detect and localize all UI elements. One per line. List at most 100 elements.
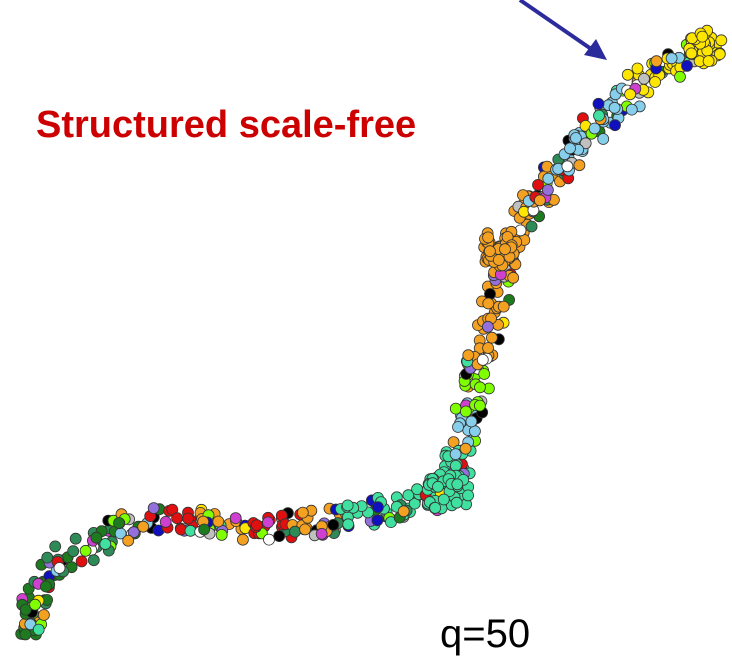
graph-node (621, 68, 634, 81)
graph-node (215, 529, 228, 541)
graph-node (465, 415, 478, 428)
graph-node (432, 480, 444, 493)
graph-node (262, 516, 274, 529)
graph-node (53, 562, 66, 574)
graph-node (212, 515, 225, 528)
graph-node (182, 512, 194, 525)
graph-node (397, 505, 410, 518)
graph-node (482, 231, 495, 244)
graph-node (713, 48, 726, 60)
graph-node (250, 519, 263, 532)
graph-node (147, 502, 160, 515)
graph-node (609, 119, 621, 132)
graph-node (497, 300, 510, 313)
graph-node (481, 320, 494, 333)
graph-node (451, 478, 464, 491)
graph-node (564, 142, 576, 155)
graph-node (624, 88, 636, 101)
graph-node (437, 493, 450, 506)
network-nodes (15, 24, 728, 641)
graph-node (137, 520, 150, 533)
graph-node (462, 489, 475, 502)
graph-node (474, 381, 486, 394)
graph-node (478, 368, 491, 380)
graph-node (79, 544, 92, 557)
graph-node (631, 62, 644, 75)
graph-node (485, 331, 498, 344)
graph-node (198, 523, 211, 536)
graph-node (561, 160, 574, 173)
graph-node (41, 551, 54, 564)
q-parameter-label: q=50 (440, 612, 531, 656)
graph-node (597, 133, 610, 145)
graph-node (459, 442, 472, 455)
graph-node (593, 109, 605, 122)
graph-node (75, 555, 88, 568)
graph-node (371, 501, 384, 514)
graph-node (452, 421, 464, 433)
graph-node (482, 297, 495, 310)
graph-node (159, 516, 172, 528)
graph-node (263, 533, 275, 546)
graph-node (449, 402, 462, 415)
graph-node (429, 501, 442, 514)
graph-node (450, 496, 463, 509)
graph-node (638, 72, 650, 85)
graph-node (236, 533, 249, 546)
graph-node (19, 628, 32, 641)
graph-node (592, 97, 605, 110)
graph-node (649, 76, 661, 88)
graph-node (608, 101, 621, 114)
graph-node (492, 254, 505, 266)
graph-node (113, 517, 125, 529)
graph-node (482, 342, 495, 354)
graph-node (127, 526, 140, 539)
graph-node (32, 623, 45, 636)
graph-node (685, 47, 698, 60)
graph-node (122, 534, 135, 547)
graph-node (542, 184, 554, 196)
graph-node (650, 55, 663, 68)
graph-node (570, 132, 582, 144)
graph-node (40, 580, 52, 593)
graph-node (327, 519, 340, 531)
graph-node (24, 618, 37, 631)
graph-node (483, 245, 496, 258)
graph-node (579, 137, 592, 150)
graph-node (625, 103, 638, 116)
graph-node (341, 499, 354, 512)
graph-node (87, 554, 100, 567)
graph-node (299, 523, 312, 536)
graph-node (273, 530, 286, 542)
graph-node (19, 603, 32, 616)
graph-node (449, 448, 462, 461)
figure-title: Structured scale-free (36, 104, 417, 146)
graph-node (459, 405, 472, 418)
graph-node (49, 540, 62, 553)
graph-node (289, 525, 301, 538)
pointer-arrow (518, 0, 607, 60)
graph-node (184, 524, 197, 537)
graph-node (315, 528, 328, 540)
graph-node (476, 353, 489, 366)
graph-node (462, 349, 475, 362)
graph-node (90, 531, 103, 544)
graph-node (38, 609, 50, 621)
graph-node (534, 194, 546, 207)
graph-node (69, 532, 82, 545)
graph-node (702, 55, 715, 67)
graph-node (542, 172, 555, 185)
graph-node (29, 598, 41, 611)
graph-node (665, 52, 678, 65)
graph-node (447, 436, 460, 449)
graph-node (229, 512, 242, 524)
graph-node (342, 518, 355, 531)
graph-node (715, 34, 728, 47)
graph-node (532, 178, 544, 191)
graph-node (67, 545, 80, 558)
graph-node (696, 30, 709, 43)
graph-node (525, 220, 538, 233)
graph-node (371, 514, 384, 527)
graph-node (99, 538, 112, 550)
